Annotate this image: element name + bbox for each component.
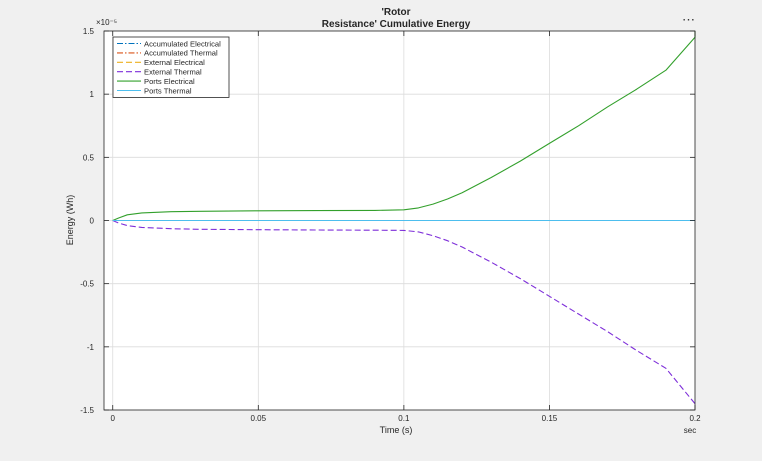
legend-entry-label: Accumulated Thermal xyxy=(144,49,218,58)
legend-entry-label: Accumulated Electrical xyxy=(144,39,221,48)
chart-title-line-1: 'Rotor xyxy=(381,7,410,18)
legend-entry-label: External Electrical xyxy=(144,58,205,67)
y-exponent-label: ×10⁻⁵ xyxy=(96,18,117,27)
x-tick-label: 0.05 xyxy=(251,414,267,423)
series-layer xyxy=(112,31,696,405)
legend-entry-label: Ports Electrical xyxy=(144,77,195,86)
y-tick-label: 1 xyxy=(90,90,95,99)
y-axis-label: Energy (Wh) xyxy=(65,195,75,246)
y-tick-label: 0 xyxy=(90,217,95,226)
legend-entry-label: External Thermal xyxy=(144,68,202,77)
x-tick-label: 0 xyxy=(111,414,116,423)
x-tick-label: 0.2 xyxy=(689,414,701,423)
x-tick-label: 0.1 xyxy=(398,414,410,423)
y-tick-label: -1.5 xyxy=(80,406,94,415)
series-line-ports-electrical[interactable] xyxy=(112,31,696,222)
series-line-external-thermal[interactable] xyxy=(112,219,696,405)
tick-layer: 0 0.05 0.1 0.15 0.2 -1.5 -1 -0.5 0 0.5 1 1.5 xyxy=(80,27,701,423)
x-axis-unit-label: sec xyxy=(684,426,696,435)
x-axis-label: Time (s) xyxy=(380,425,413,435)
y-tick-label: 0.5 xyxy=(83,153,95,162)
legend-box xyxy=(112,36,230,98)
y-tick-label: -0.5 xyxy=(80,280,94,289)
y-tick-label: 1.5 xyxy=(83,27,95,36)
y-tick-label: -1 xyxy=(87,343,95,352)
more-options-icon[interactable]: ⋯ xyxy=(682,12,696,27)
chart-title-line-2: Resistance' Cumulative Energy xyxy=(322,19,471,30)
x-tick-label: 0.15 xyxy=(542,414,558,423)
legend-entry-label: Ports Thermal xyxy=(144,86,192,95)
